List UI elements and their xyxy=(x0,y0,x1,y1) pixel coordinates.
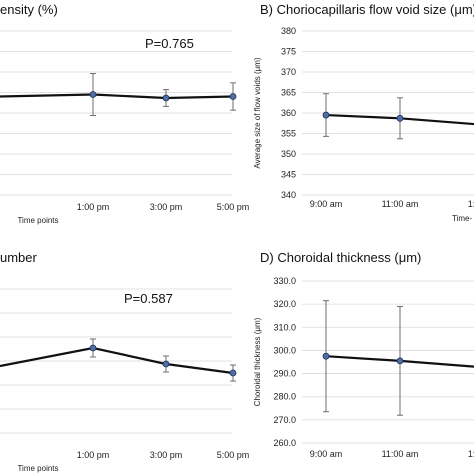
y-tick-label: 375 xyxy=(281,47,296,57)
y-tick-label: 370 xyxy=(281,67,296,77)
panel-a: ensity (%) P=0.765 1:00 pm 3:00 pm 5:00 pm… xyxy=(0,2,249,225)
panel-b-title: B) Choriocapillaris flow void size (μm) xyxy=(260,2,474,17)
x-tick-label: 9:00 am xyxy=(310,199,343,209)
x-tick-label: 3:00 pm xyxy=(150,202,183,212)
x-tick-label: 11:00 am xyxy=(382,199,419,209)
data-point xyxy=(229,369,237,377)
series-line xyxy=(0,93,234,100)
y-tick-label: 355 xyxy=(281,129,296,139)
panel-d-title: D) Choroidal thickness (μm) xyxy=(260,250,421,265)
x-tick-label: 9:00 am xyxy=(310,449,343,459)
x-tick-label: 1:00 pm xyxy=(77,450,110,460)
y-tick-label: 330.0 xyxy=(273,276,296,286)
panel-a-title: ensity (%) xyxy=(0,2,58,17)
data-point xyxy=(89,344,97,352)
y-tick-label: 360 xyxy=(281,108,296,118)
y-tick-label: 260.0 xyxy=(273,438,296,448)
y-tick-label: 340 xyxy=(281,190,296,200)
panel-b: B) Choriocapillaris flow void size (μm) … xyxy=(253,2,474,223)
x-tick-label: 1:0 xyxy=(468,199,474,209)
y-tick-label: 380 xyxy=(281,26,296,36)
data-point xyxy=(162,94,170,102)
y-tick-label: 280.0 xyxy=(273,392,296,402)
y-tick-label: 290.0 xyxy=(273,369,296,379)
panel-a-p-value: P=0.765 xyxy=(145,36,194,51)
data-point xyxy=(396,114,404,122)
y-tick-label: 350 xyxy=(281,149,296,159)
y-tick-label: 310.0 xyxy=(273,322,296,332)
y-tick-label: 300.0 xyxy=(273,345,296,355)
panel-a-x-axis-title: Time points xyxy=(17,216,58,225)
panel-b-x-axis-title: Time- xyxy=(452,214,472,223)
x-tick-label: 1:0 xyxy=(468,449,474,459)
panel-c-title: umber xyxy=(0,250,38,265)
panel-d-y-axis-title: Choroidal thickness (μm) xyxy=(253,317,262,406)
data-point xyxy=(229,93,237,100)
y-tick-label: 320.0 xyxy=(273,299,296,309)
series-line xyxy=(0,346,234,375)
x-tick-label: 1:00 pm xyxy=(77,202,110,212)
panel-c-x-axis-title: Time points xyxy=(17,464,58,473)
x-tick-label: 11:00 am xyxy=(382,449,419,459)
y-tick-label: 345 xyxy=(281,170,296,180)
panel-b-y-axis-title: Average size of flow voids (μm) xyxy=(253,57,262,169)
y-tick-label: 270.0 xyxy=(273,415,296,425)
data-point xyxy=(396,357,404,365)
panel-c-p-value: P=0.587 xyxy=(124,291,173,306)
panel-d: D) Choroidal thickness (μm) 260.0 270.0 28… xyxy=(253,250,474,459)
data-point xyxy=(162,360,170,368)
x-tick-label: 5:00 pm xyxy=(217,202,250,212)
data-point xyxy=(322,352,330,360)
panel-c: umber P=0.587 1:00 pm 3:00 pm 5:00 pm Time… xyxy=(0,250,249,473)
y-tick-label: 365 xyxy=(281,88,296,98)
x-tick-label: 3:00 pm xyxy=(150,450,183,460)
data-point xyxy=(322,111,330,119)
x-tick-label: 5:00 pm xyxy=(217,450,250,460)
data-point xyxy=(89,91,97,98)
